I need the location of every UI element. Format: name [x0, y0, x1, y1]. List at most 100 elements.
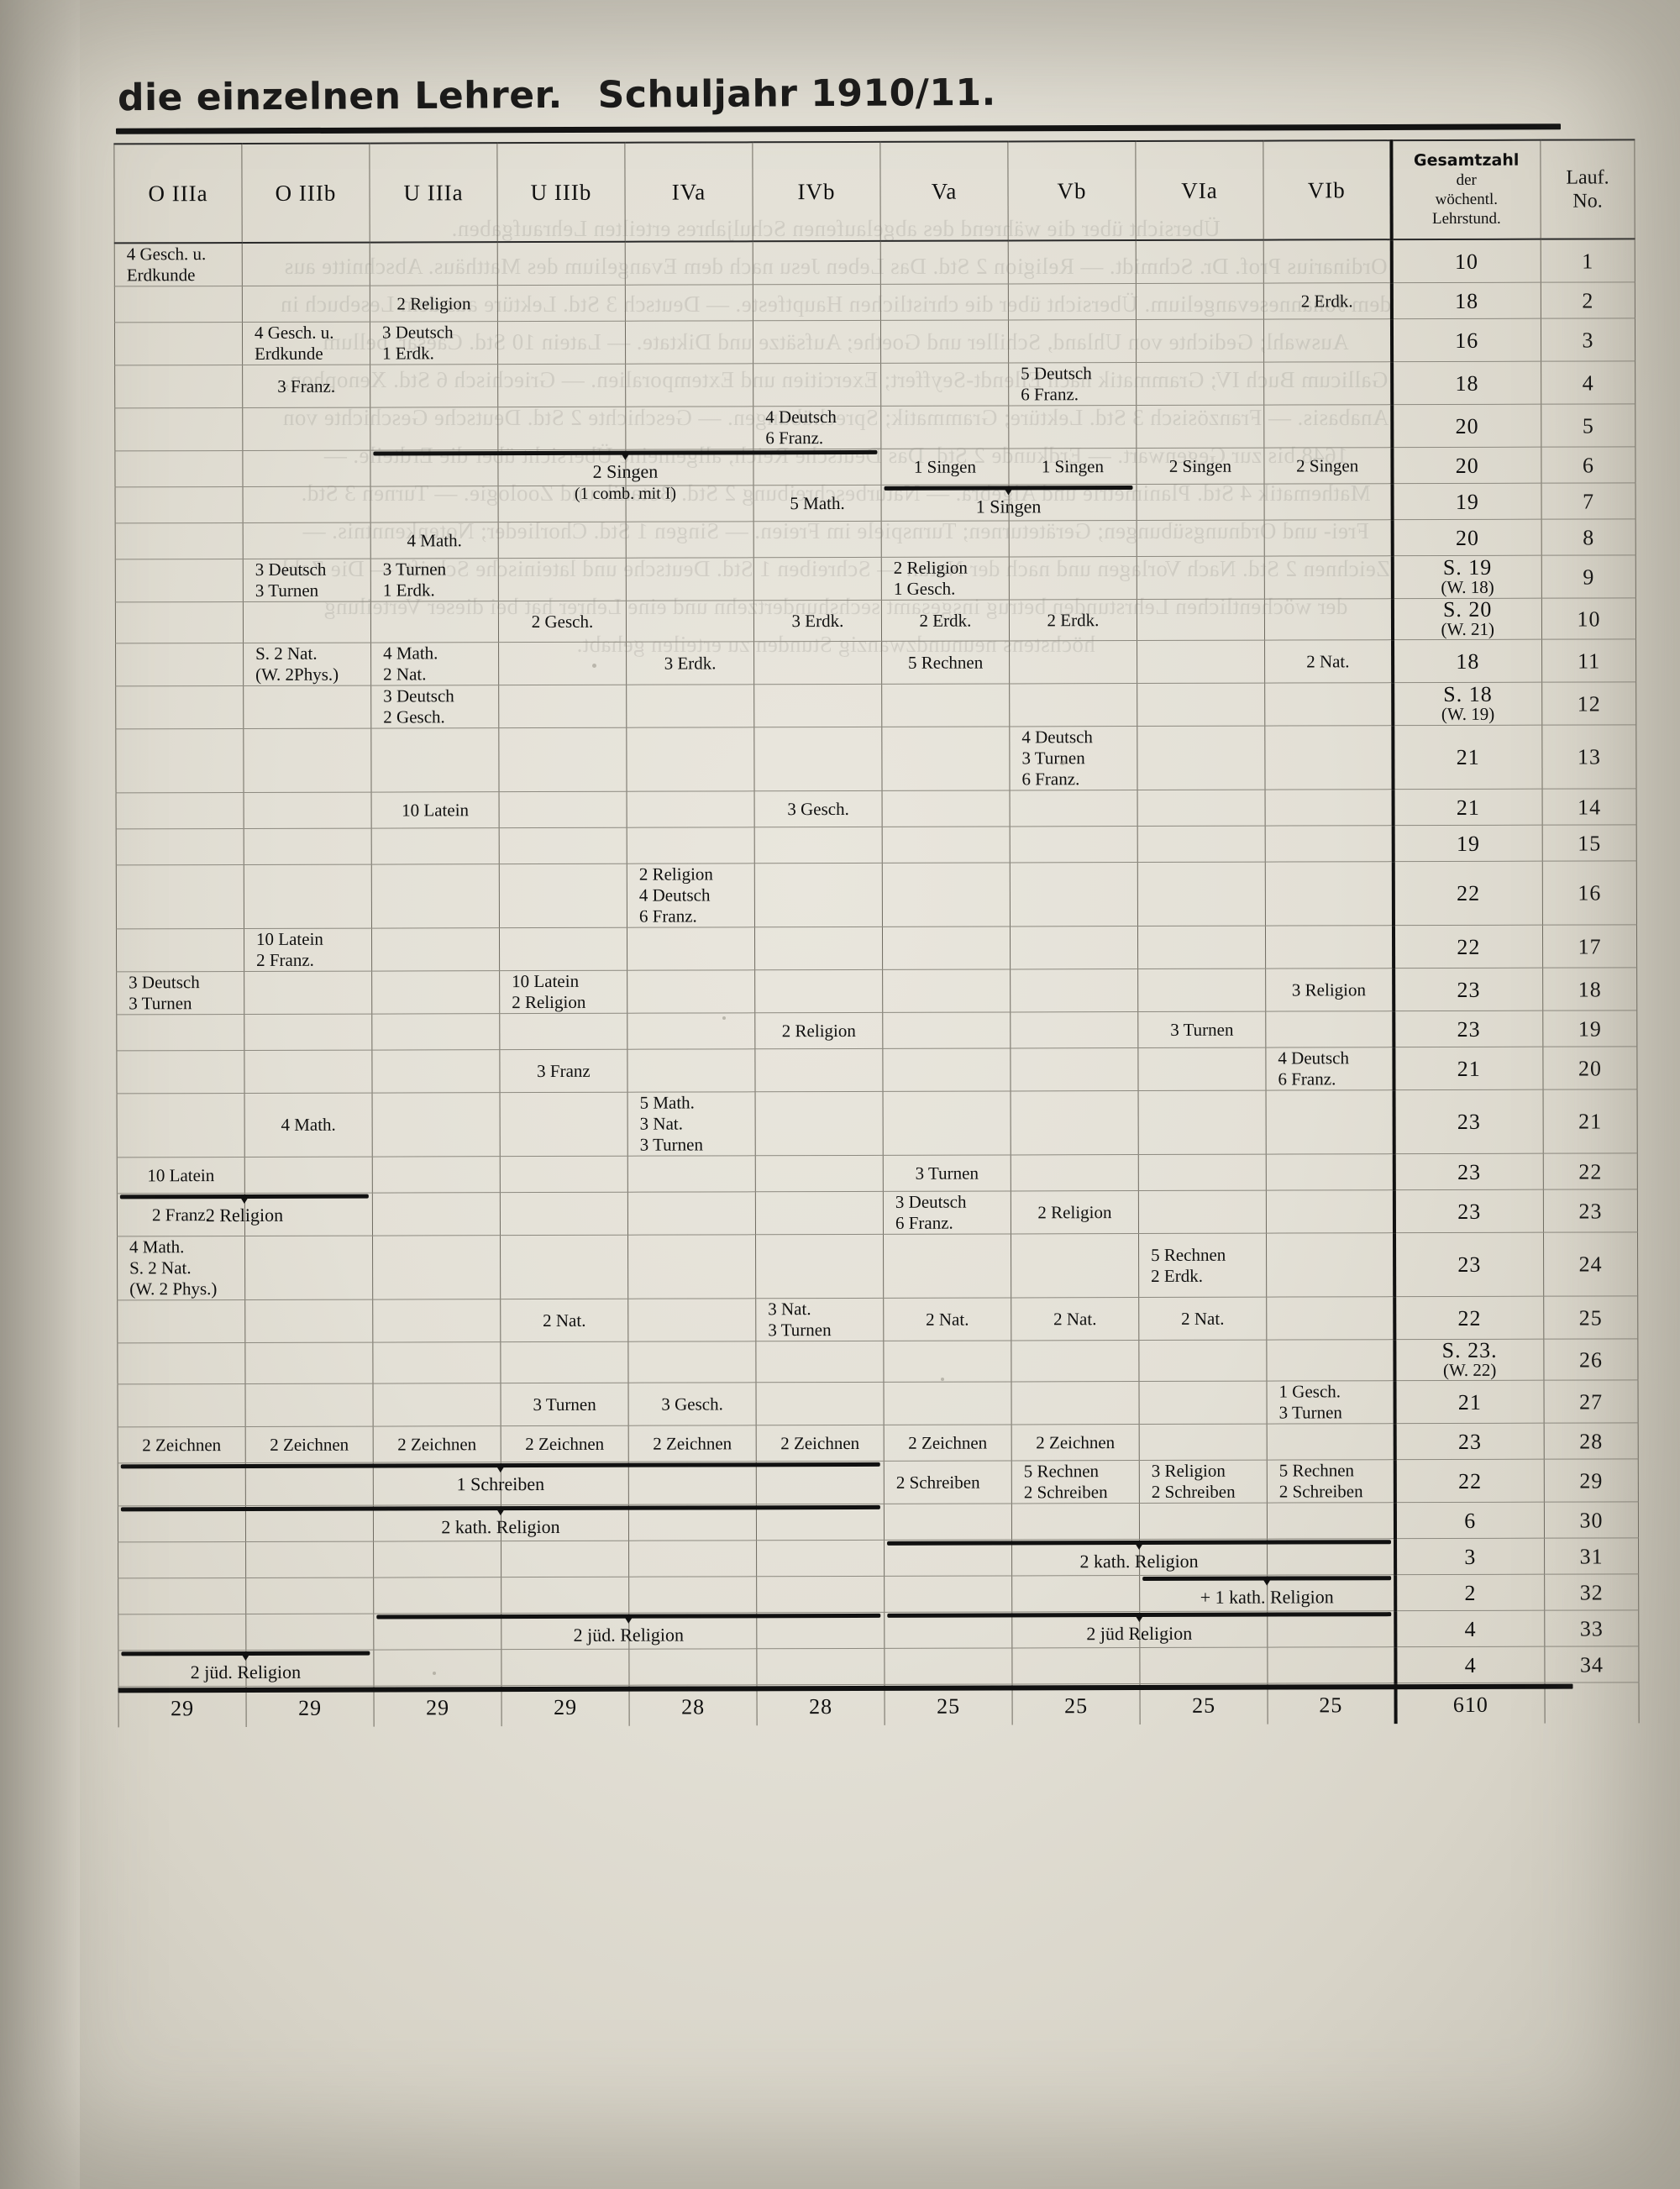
- total-hours-row22: 23: [1394, 1153, 1544, 1190]
- total-header-line1: Gesamtzahl: [1413, 150, 1520, 171]
- cell-u-iiia-row28: 2 Zeichnen: [373, 1425, 501, 1463]
- total-value: S. 20: [1442, 596, 1493, 622]
- cell-via-row29: 3 Religion 2 Schreiben: [1139, 1460, 1268, 1504]
- serial-number-row9: 9: [1541, 554, 1636, 599]
- cell-vib-row22: [1266, 1153, 1394, 1191]
- total-value: 18: [1455, 370, 1479, 396]
- cell-iva-row17: [627, 927, 755, 971]
- serial-number-row15: 15: [1542, 824, 1637, 862]
- cell-iva-row22: [627, 1155, 756, 1193]
- cell-via-row27: [1138, 1381, 1268, 1425]
- cell-va-row23: 3 Deutsch 6 Franz.: [883, 1190, 1011, 1235]
- cell-va-row17: [882, 926, 1011, 970]
- cell-iva-row20: [627, 1048, 756, 1093]
- total-hours-row33: 4: [1394, 1610, 1545, 1647]
- total-value: 23: [1457, 1199, 1482, 1224]
- cell-iva-row11: 3 Erdk.: [626, 641, 754, 685]
- total-header-line2: der: [1456, 171, 1477, 189]
- title-rule: [115, 123, 1562, 134]
- total-value: 20: [1455, 525, 1479, 550]
- cell-u-iiia-row16: [371, 864, 500, 929]
- total-value: 4: [1464, 1616, 1477, 1641]
- cell-vib-row25: [1266, 1296, 1394, 1341]
- cell-o-iiia-row17: [116, 928, 244, 972]
- cell-o-iiia-row8: [115, 522, 244, 559]
- cell-u-iiia-row27: [372, 1383, 501, 1427]
- cell-o-iiia-row13: [115, 728, 244, 793]
- cell-vb-row16: [1010, 862, 1138, 927]
- cell-o-iiib-row2: [242, 286, 370, 323]
- cell-u-iiib-row2: [497, 285, 626, 322]
- cell-u-iiia-row32: [373, 1577, 501, 1614]
- cell-ivb-row10: 3 Erdk.: [753, 600, 882, 642]
- cell-o-iiib-row15: [244, 828, 372, 865]
- cell-u-iiia-row1: [370, 242, 498, 286]
- cell-o-iiib-row3: 4 Gesch. u. Erdkunde: [242, 322, 370, 365]
- total-value: 16: [1455, 328, 1479, 353]
- cell-o-iiia-row3: [114, 322, 243, 365]
- cell-via-row16: [1137, 862, 1266, 927]
- paper-speck: [433, 1672, 436, 1675]
- table-row: 10 Latein 3 Gesch. 21 14: [116, 788, 1637, 829]
- cell-u-iiia-row34: [373, 1649, 501, 1687]
- cell-vb-row23: 2 Religion: [1011, 1190, 1139, 1234]
- cell-u-iiib-row21: [500, 1092, 628, 1157]
- cell-va-row5: [880, 405, 1009, 449]
- cell-via-row13: [1137, 726, 1266, 790]
- total-hours-row32: 2: [1394, 1574, 1545, 1611]
- cell-u-iiia-row26: [372, 1341, 501, 1384]
- cell-via-row18: [1137, 969, 1266, 1012]
- serial-number-row26: 26: [1543, 1338, 1638, 1381]
- cell-via-row4: [1136, 362, 1264, 406]
- cell-u-iiia-row4: [370, 364, 498, 408]
- total-hours-row3: 16: [1391, 318, 1541, 362]
- cell-u-iiib-row8: [498, 522, 627, 559]
- cell-vib-row19: [1265, 1011, 1394, 1048]
- span-label-text: 2 Singen: [592, 460, 659, 482]
- cell-ivb-row23: [755, 1191, 884, 1235]
- total-value: 18: [1456, 648, 1480, 674]
- cell-ivb-row2: [753, 284, 881, 321]
- cell-va-row15: [882, 826, 1011, 864]
- cell-va-row12: [881, 683, 1010, 727]
- cell-o-iiib-row5: [242, 407, 370, 451]
- serial-number-row8: 8: [1541, 518, 1636, 556]
- cell-vb-row22: [1011, 1154, 1139, 1191]
- table-row: S. 23. (W. 22) 26: [117, 1338, 1638, 1384]
- cell-via-row19: 3 Turnen: [1137, 1011, 1266, 1048]
- cell-via-row5: [1136, 405, 1264, 449]
- cell-vib-row24: [1266, 1232, 1394, 1298]
- table-row: 4 Deutsch 6 Franz. 20 5: [114, 403, 1635, 451]
- span-brace: [1142, 1576, 1392, 1582]
- cell-o-iiib-row25: [244, 1299, 373, 1343]
- cell-vib-row17: [1265, 925, 1394, 969]
- cell-via-row30: [1139, 1503, 1268, 1540]
- cell-u-iiib-row34: [501, 1649, 629, 1686]
- cell-u-iiib-row20: 3 Franz: [499, 1049, 628, 1093]
- cell-o-iiib-row22: [244, 1157, 373, 1194]
- cell-iva-row13: [626, 727, 755, 792]
- span-label: 2 Singen (1 comb. mit I): [373, 460, 877, 506]
- serial-number-row25: 25: [1543, 1295, 1638, 1340]
- cell-via-row15: [1137, 826, 1266, 863]
- paper-speck: [722, 1016, 726, 1020]
- cell-iva-row4: [625, 363, 753, 407]
- cell-va-row18: [882, 969, 1011, 1013]
- cell-vib-row15: [1265, 825, 1394, 863]
- cell-u-iiib-row24: [500, 1235, 628, 1299]
- column-header-iva: IVa: [624, 142, 753, 242]
- cell-va-row34: [884, 1647, 1012, 1685]
- cell-o-iiia-row28: 2 Zeichnen: [118, 1426, 246, 1463]
- cell-ivb-row17: [754, 927, 883, 970]
- cell-vib-row11: 2 Nat.: [1264, 639, 1393, 684]
- cell-ivb-row24: [755, 1234, 884, 1299]
- cell-va-row21: [883, 1090, 1011, 1156]
- cell-vb-row13: 4 Deutsch 3 Turnen 6 Franz.: [1009, 726, 1138, 790]
- cell-u-iiia-row18: [371, 970, 500, 1015]
- cell-o-iiia-row27: [117, 1383, 246, 1427]
- paper-speck: [592, 664, 596, 668]
- total-value: 10: [1454, 249, 1479, 274]
- cell-ivb-row14: 3 Gesch.: [754, 790, 883, 827]
- cell-vib-row2: 2 Erdk.: [1263, 282, 1392, 320]
- total-hours-row20: 21: [1393, 1047, 1544, 1090]
